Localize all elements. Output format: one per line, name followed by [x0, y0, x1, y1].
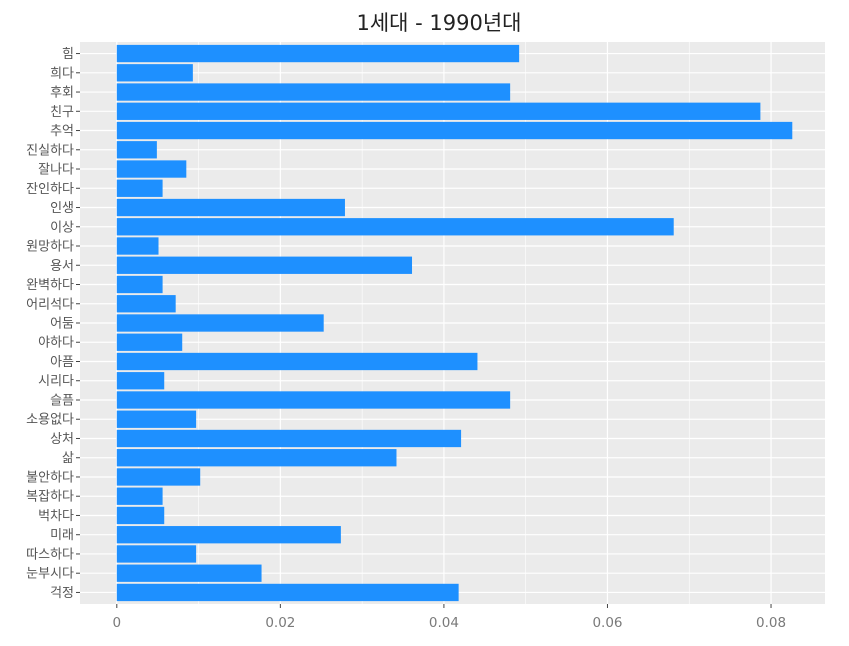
y-tick-label: 시리다 [38, 374, 74, 389]
bar-잔인하다 [116, 179, 163, 197]
x-tick-label: 0.02 [265, 615, 295, 631]
y-tick-label: 진실하다 [26, 143, 74, 158]
y-tick-label: 용서 [50, 259, 74, 274]
bar-원망하다 [116, 237, 159, 255]
y-tick-label: 이상 [50, 220, 74, 235]
y-tick-label: 걱정 [50, 586, 74, 601]
y-tick-label: 슬픔 [50, 393, 74, 408]
bar-희다 [116, 64, 193, 82]
y-tick-label: 어리석다 [26, 297, 74, 312]
bar-완벽하다 [116, 275, 163, 294]
y-axis: 힘희다후회친구추억진실하다잘나다잔인하다인생이상원망하다용서완벽하다어리석다어둠… [26, 47, 80, 601]
y-tick-label: 벅차다 [38, 509, 74, 524]
y-tick-label: 복잡하다 [26, 490, 74, 505]
y-tick-label: 추억 [50, 124, 74, 139]
x-tick-label: 0 [113, 615, 122, 631]
bar-이상 [116, 218, 674, 236]
bar-추억 [116, 121, 793, 140]
bar-벅차다 [116, 506, 165, 525]
bar-슬픔 [116, 391, 511, 409]
y-tick-label: 눈부시다 [26, 567, 74, 582]
y-tick-label: 희다 [50, 66, 74, 81]
x-tick-label: 0.06 [592, 615, 622, 631]
y-tick-label: 야하다 [38, 336, 74, 351]
y-tick-label: 잔인하다 [26, 182, 74, 197]
bar-인생 [116, 198, 345, 217]
y-tick-label: 완벽하다 [26, 278, 74, 293]
bar-아픔 [116, 352, 478, 371]
bar-친구 [116, 102, 761, 120]
bar-잘나다 [116, 160, 187, 178]
bar-삶 [116, 449, 397, 467]
x-axis: 0 0.02 0.04 0.06 0.08 [113, 604, 786, 631]
y-tick-label: 소용없다 [26, 413, 74, 428]
y-tick-label: 상처 [50, 432, 74, 447]
y-tick-label: 어둠 [50, 317, 74, 332]
bars [116, 44, 793, 602]
y-tick-label: 인생 [50, 201, 74, 216]
bar-후회 [116, 83, 511, 101]
bar-야하다 [116, 333, 183, 351]
x-tick-label: 0.04 [429, 615, 459, 631]
bar-시리다 [116, 372, 165, 390]
bar-미래 [116, 526, 341, 544]
y-tick-label: 후회 [50, 86, 74, 101]
chart-title: 1세대 - 1990년대 [356, 11, 521, 35]
bar-진실하다 [116, 141, 157, 159]
bar-눈부시다 [116, 564, 262, 582]
y-tick-label: 친구 [50, 105, 74, 120]
y-tick-label: 따스하다 [26, 547, 74, 562]
y-tick-label: 힘 [62, 47, 74, 62]
bar-소용없다 [116, 410, 197, 428]
bar-용서 [116, 256, 413, 274]
bar-어리석다 [116, 295, 176, 313]
y-tick-label: 원망하다 [26, 240, 74, 255]
bar-어둠 [116, 314, 324, 332]
bar-불안하다 [116, 468, 201, 486]
bar-힘 [116, 44, 520, 63]
y-tick-label: 아픔 [50, 355, 74, 370]
bar-따스하다 [116, 545, 197, 563]
y-tick-label: 삶 [62, 451, 74, 466]
bar-상처 [116, 429, 462, 448]
bar-복잡하다 [116, 487, 163, 505]
y-tick-label: 불안하다 [26, 470, 74, 485]
x-tick-label: 0.08 [756, 615, 786, 631]
y-tick-label: 미래 [50, 528, 74, 543]
bar-걱정 [116, 583, 459, 602]
y-tick-label: 잘나다 [38, 163, 74, 178]
